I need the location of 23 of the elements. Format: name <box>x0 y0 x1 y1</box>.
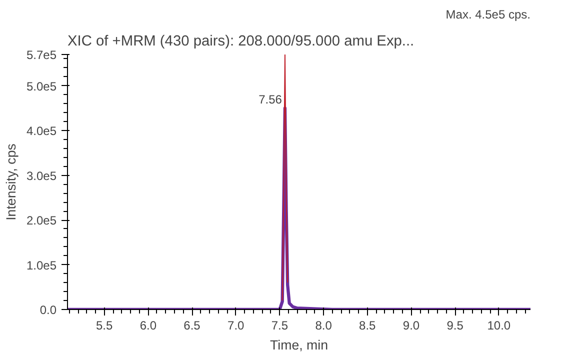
x-tick-label: 5.5 <box>96 318 113 332</box>
y-tick-label: 4.0e5 <box>26 124 57 138</box>
y-axis-title: Intensity, cps <box>3 143 18 220</box>
text: Max. 4.5e5 cps. <box>446 8 531 22</box>
annotation: 7.56 <box>258 92 282 107</box>
x-tick-label: 9.0 <box>402 318 420 332</box>
y-tick-label: 2.0e5 <box>26 214 57 228</box>
x-tick-label: 7.5 <box>271 318 288 332</box>
x-tick-label: 8.5 <box>359 318 376 332</box>
y-tick-label: 5.0e5 <box>26 79 57 94</box>
y-tick-label: 1.0e5 <box>26 258 57 272</box>
x-tick-label: 6.5 <box>184 318 201 332</box>
x-tick-label: 7.0 <box>228 318 245 332</box>
x-tick-label: 8.0 <box>315 318 332 332</box>
chart-title: XIC of +MRM (430 pairs): 208.000/95.000 amu Exp... <box>68 34 414 50</box>
y-tick-label: 3.0e5 <box>26 168 57 183</box>
x-axis-title: Time, min <box>270 338 328 352</box>
x-tick-label: 10.0 <box>487 318 511 332</box>
x-tick-label: 9.5 <box>446 318 464 332</box>
y-tick-label: 5.7e5 <box>26 48 57 62</box>
x-tick-label: 6.0 <box>140 318 157 332</box>
line-series <box>282 54 288 302</box>
y-tick-label: 0.0 <box>40 303 57 317</box>
